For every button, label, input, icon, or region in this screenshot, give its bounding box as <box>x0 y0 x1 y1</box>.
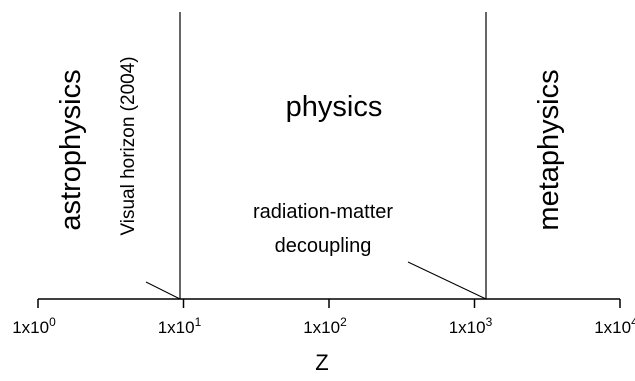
x-tick-label: 1x100 <box>12 315 56 337</box>
decoupling-label-line-2: decoupling <box>275 235 372 257</box>
x-tick-label: 1x101 <box>158 315 202 337</box>
x-axis-title: Z <box>315 350 328 375</box>
region-label-astrophysics: astrophysics <box>55 69 87 230</box>
region-label-physics: physics <box>286 91 383 123</box>
visual-horizon-leader <box>145 281 181 300</box>
decoupling-leader <box>407 261 487 300</box>
x-axis-ticks: 1x100 1x101 1x102 1x103 1x104 <box>12 299 635 337</box>
x-tick-label: 1x102 <box>303 315 347 337</box>
region-label-metaphysics: metaphysics <box>533 69 565 230</box>
x-tick-label: 1x103 <box>449 315 493 337</box>
x-tick-label: 1x104 <box>594 315 635 337</box>
visual-horizon-label: Visual horizon (2004) <box>118 56 139 235</box>
decoupling-label-line-1: radiation-matter <box>253 201 393 223</box>
